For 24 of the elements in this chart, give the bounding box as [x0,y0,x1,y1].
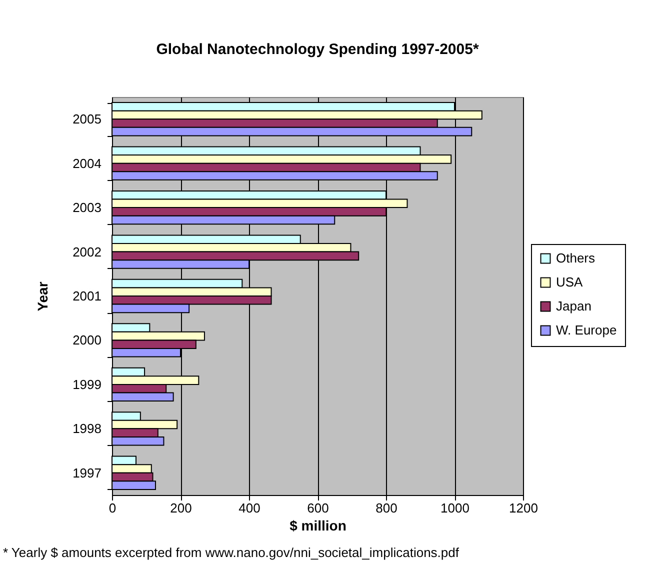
y-tick-label: 1997 [72,465,102,480]
legend-label: Others [556,250,596,266]
y-axis-title: Year [34,281,51,312]
y-tick-label: 2005 [72,112,102,127]
x-tick-label: 200 [170,500,192,516]
y-tick-label: 2004 [72,156,102,171]
y-tick-label: 1998 [72,421,102,436]
x-tick-label: 1000 [440,500,470,516]
legend-label: USA [556,274,584,290]
x-tick-label: 800 [376,500,398,516]
legend-label: Japan [556,298,592,314]
y-tick-label: 2001 [72,288,102,304]
x-tick-label: 1200 [509,500,538,516]
x-axis-title: $ million [290,518,346,534]
chart-title: Global Nanotechnology Spending 1997-2005* [156,41,479,58]
x-tick-label: 0 [108,500,116,516]
y-tick-label: 2000 [72,332,102,348]
y-tick-label: 2003 [72,200,102,216]
x-tick-label: 400 [238,500,260,516]
x-tick-label: 600 [307,500,329,516]
legend-label: W. Europe [556,322,617,338]
y-tick-label: 2002 [72,244,102,260]
y-tick-label: 1999 [72,376,102,392]
text: * Yearly $ amounts excerpted from www.nano.gov/nni_societal_implications.pdf [3,545,460,560]
